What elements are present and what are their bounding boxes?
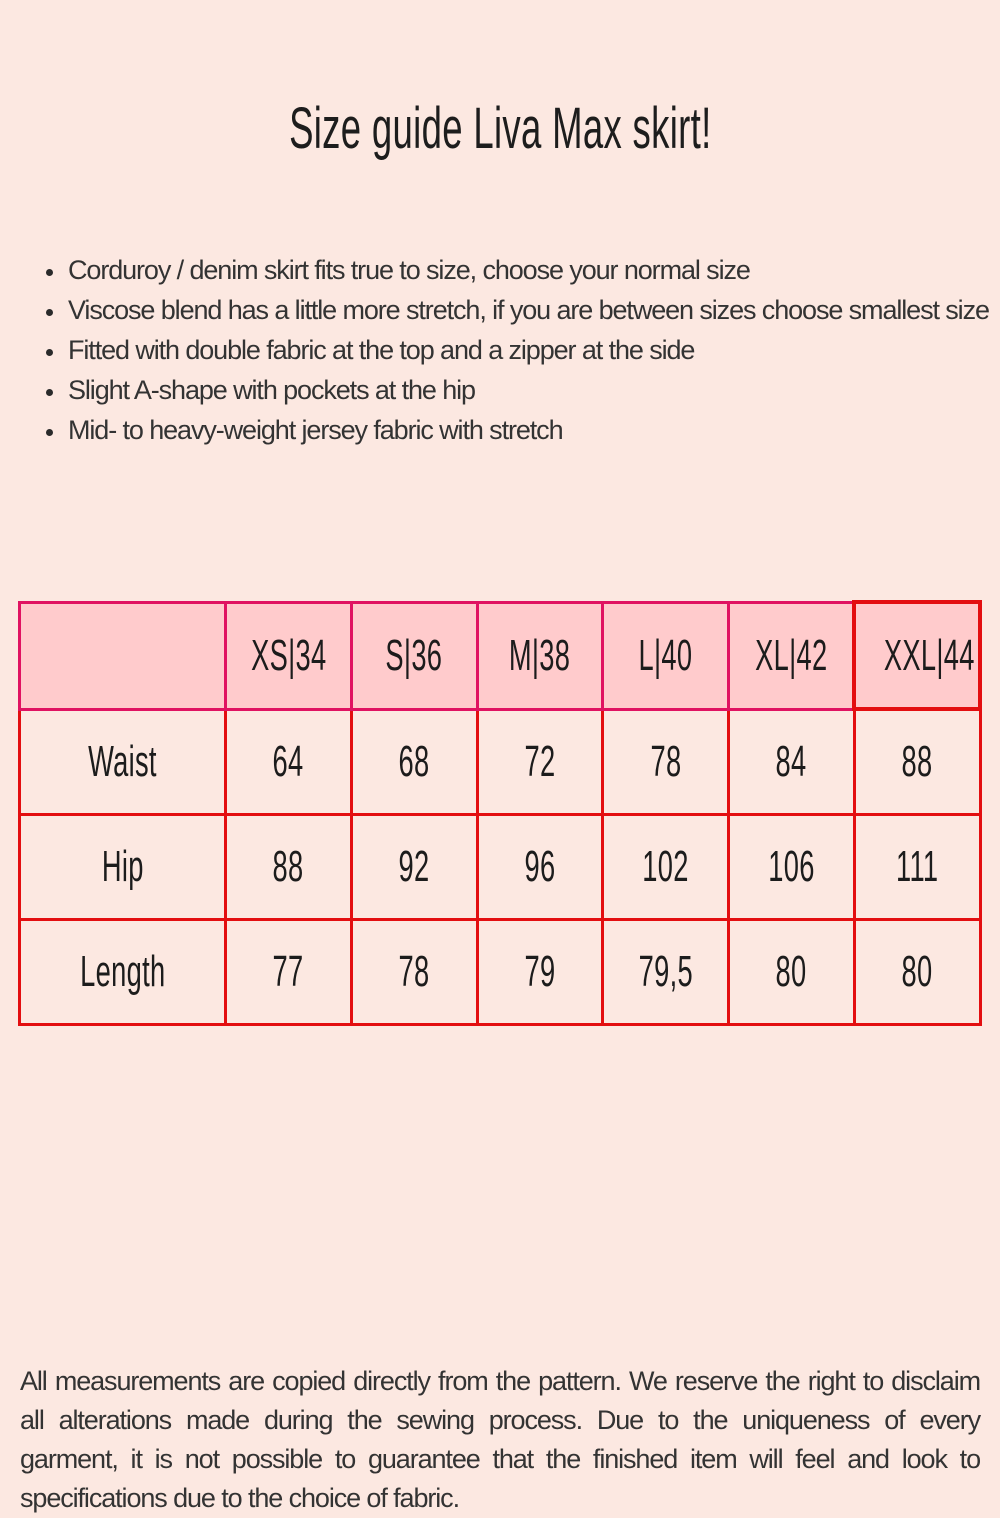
header-cell-m38: M|38 [475, 600, 605, 711]
cell-hip-xl42: 106 [727, 812, 856, 921]
cell-waist-s36: 68 [349, 707, 479, 816]
cell-length-xs34: 77 [224, 917, 353, 1026]
cell-waist-l40: 78 [601, 707, 730, 816]
row-label-length: Length [18, 917, 227, 1026]
feature-item-fit: Corduroy / denim skirt fits true to size… [66, 250, 991, 290]
cell-hip-xs34: 88 [224, 812, 353, 921]
header-cell-xl42: XL|42 [727, 600, 856, 711]
table-row-waist: Waist 64 68 72 78 84 88 [18, 707, 982, 816]
cell-hip-s36: 92 [349, 812, 479, 921]
cell-length-xl42: 80 [727, 917, 856, 1026]
cell-length-m38: 79 [475, 917, 605, 1026]
row-label-hip: Hip [18, 812, 227, 921]
page-title-text: Size guide Liva Max skirt! [288, 96, 712, 161]
feature-item-shape: Slight A-shape with pockets at the hip [66, 370, 991, 410]
cell-length-s36: 78 [349, 917, 479, 1026]
feature-item-stretch: Viscose blend has a little more stretch,… [66, 290, 991, 330]
feature-item-zipper: Fitted with double fabric at the top and… [66, 330, 991, 370]
header-cell-xs34: XS|34 [224, 600, 353, 711]
row-label-waist: Waist [18, 707, 227, 816]
cell-waist-xs34: 64 [224, 707, 353, 816]
footer-disclaimer: All measurements are copied directly fro… [20, 1366, 981, 1513]
cell-waist-xxl44: 88 [852, 707, 982, 816]
size-table-header-row: XS|34 S|36 M|38 L|40 XL|42 XXL|44 [18, 600, 982, 711]
feature-item-fabric: Mid- to heavy-weight jersey fabric with … [66, 410, 991, 450]
table-row-length: Length 77 78 79 79,5 80 80 [18, 917, 982, 1026]
header-cell-xxl44: XXL|44 [852, 600, 982, 711]
table-row-hip: Hip 88 92 96 102 106 111 [18, 812, 982, 921]
size-table: XS|34 S|36 M|38 L|40 XL|42 XXL|44 Waist … [18, 600, 982, 1026]
page-title: Size guide Liva Max skirt! [0, 92, 1000, 166]
cell-hip-l40: 102 [601, 812, 730, 921]
header-cell-empty [18, 600, 227, 711]
header-cell-l40: L|40 [601, 600, 730, 711]
header-cell-s36: S|36 [349, 600, 479, 711]
cell-hip-m38: 96 [475, 812, 605, 921]
feature-list: Corduroy / denim skirt fits true to size… [40, 250, 991, 450]
cell-waist-m38: 72 [475, 707, 605, 816]
cell-hip-xxl44: 111 [852, 812, 982, 921]
cell-length-l40: 79,5 [601, 917, 730, 1026]
cell-waist-xl42: 84 [727, 707, 856, 816]
cell-length-xxl44: 80 [852, 917, 982, 1026]
